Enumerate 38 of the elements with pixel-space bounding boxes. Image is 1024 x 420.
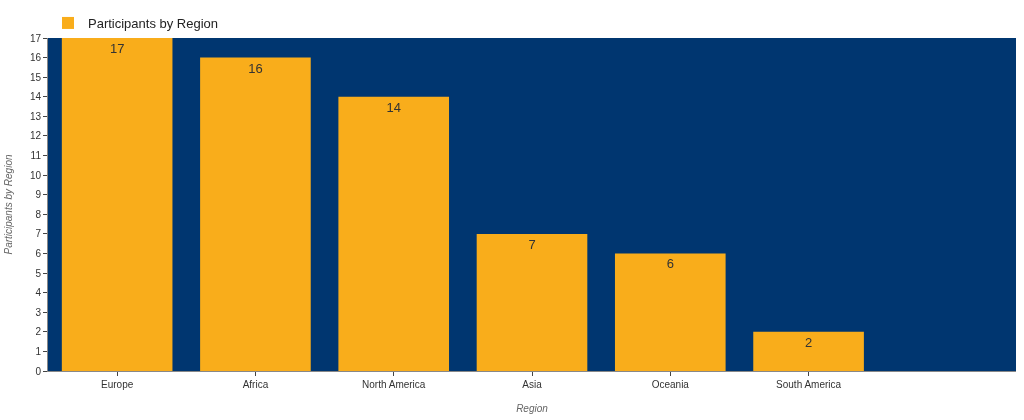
x-tick-label: Africa	[242, 379, 269, 390]
bar	[753, 331, 864, 371]
x-tick-label: South America	[776, 379, 842, 390]
y-tick-label: 17	[29, 32, 42, 44]
bar	[614, 253, 726, 371]
bar	[476, 233, 588, 371]
y-tick-label: 0	[35, 365, 42, 377]
y-tick-label: 10	[29, 169, 42, 181]
y-tick-label: 15	[29, 71, 42, 83]
x-tick-label: North America	[362, 379, 426, 390]
y-tick-label: 9	[35, 189, 42, 201]
y-axis-title: Participants by Region	[2, 154, 14, 255]
y-tick-label: 3	[35, 306, 42, 318]
y-tick-label: 16	[29, 52, 42, 64]
y-tick-label: 8	[35, 208, 42, 220]
x-axis-title: Region	[516, 402, 549, 414]
y-tick-label: 5	[35, 267, 42, 279]
data-label: 6	[666, 256, 674, 272]
x-tick-label: Oceania	[651, 379, 690, 390]
data-label: 7	[528, 236, 536, 252]
x-tick-label: Asia	[522, 379, 543, 390]
y-tick-label: 14	[29, 91, 42, 103]
y-tick-label: 7	[35, 228, 42, 240]
y-tick-label: 6	[35, 247, 42, 259]
x-tick-label: Europe	[101, 379, 134, 390]
data-label: 2	[804, 334, 813, 350]
y-tick-label: 4	[35, 287, 42, 299]
data-label: 17	[109, 41, 125, 56]
y-tick-label: 1	[35, 345, 42, 357]
y-tick-label: 12	[29, 130, 42, 142]
bar	[338, 96, 450, 371]
data-label: 16	[248, 60, 263, 76]
legend-label: Participants by Region	[88, 16, 219, 32]
y-tick-label: 11	[30, 150, 42, 162]
data-label: 14	[386, 99, 401, 115]
bar	[200, 57, 311, 371]
y-tick-label: 13	[29, 110, 42, 122]
y-tick-label: 2	[35, 326, 42, 338]
